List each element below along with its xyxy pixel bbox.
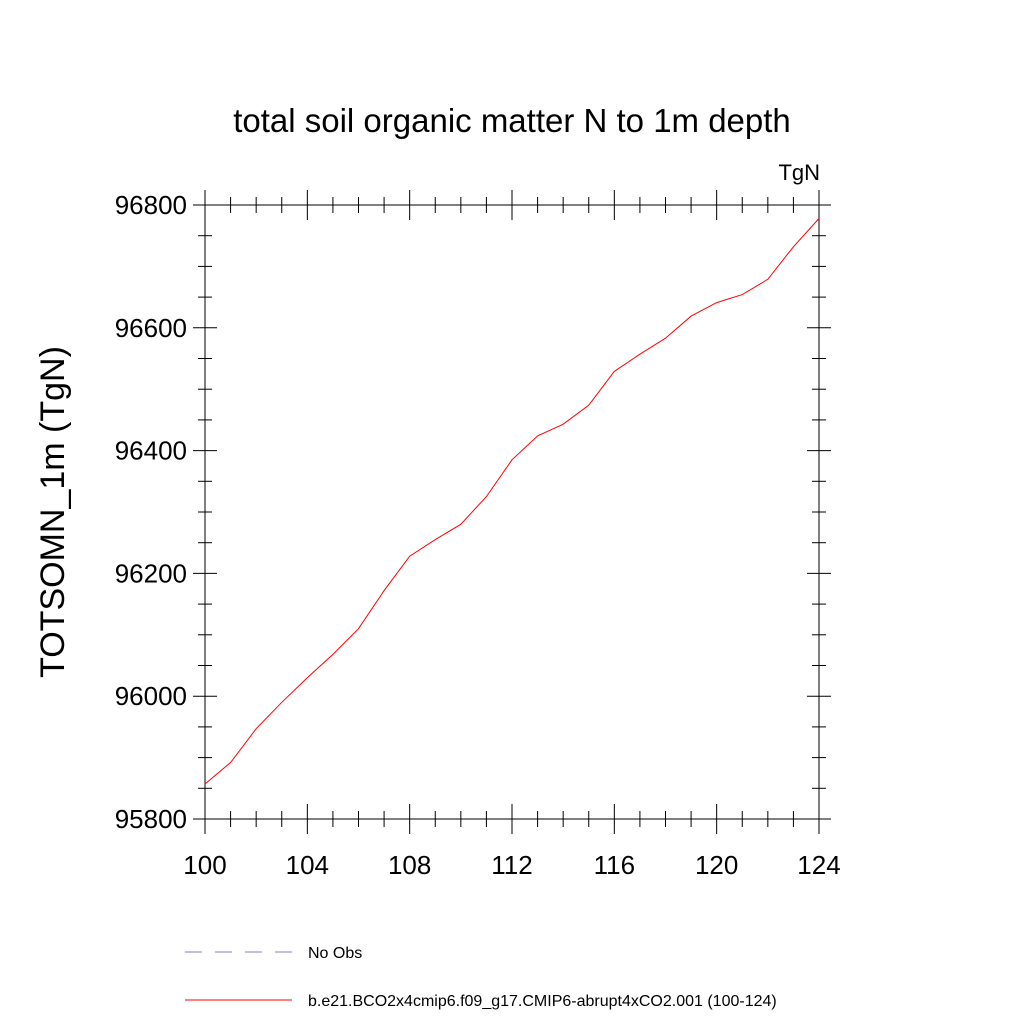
- legend: No Obs b.e21.BCO2x4cmip6.f09_g17.CMIP6-a…: [185, 945, 777, 1010]
- y-tick-labels: 95800 96000 96200 96400 96600 96800: [115, 190, 187, 834]
- chart-title: total soil organic matter N to 1m depth: [233, 102, 791, 139]
- x-tick-label: 124: [797, 850, 840, 880]
- series-line: [204, 218, 820, 785]
- y-tick-label: 96800: [115, 190, 187, 220]
- x-tick-label: 120: [695, 850, 738, 880]
- y-tick-label: 96400: [115, 436, 187, 466]
- x-tick-label: 112: [491, 850, 532, 880]
- plot-frame: [204, 204, 820, 820]
- legend-no-obs-label: No Obs: [308, 945, 362, 962]
- x-tick-label: 116: [594, 850, 635, 880]
- series-layer: [204, 218, 820, 785]
- x-tick-labels: 100 104 108 112 116 120 124: [183, 850, 840, 880]
- y-tick-label: 96600: [115, 313, 187, 343]
- legend-model-label: b.e21.BCO2x4cmip6.f09_g17.CMIP6-abrupt4x…: [308, 993, 777, 1010]
- y-tick-label: 96000: [115, 681, 187, 711]
- axis-ticks: [193, 190, 831, 834]
- y-tick-label: 96200: [115, 558, 187, 588]
- x-tick-label: 100: [183, 850, 226, 880]
- y-tick-label: 95800: [115, 804, 187, 834]
- units-label: TgN: [778, 160, 820, 185]
- x-tick-label: 104: [286, 850, 329, 880]
- y-axis-label: TOTSOMN_1m (TgN): [34, 346, 72, 678]
- x-tick-label: 108: [388, 850, 431, 880]
